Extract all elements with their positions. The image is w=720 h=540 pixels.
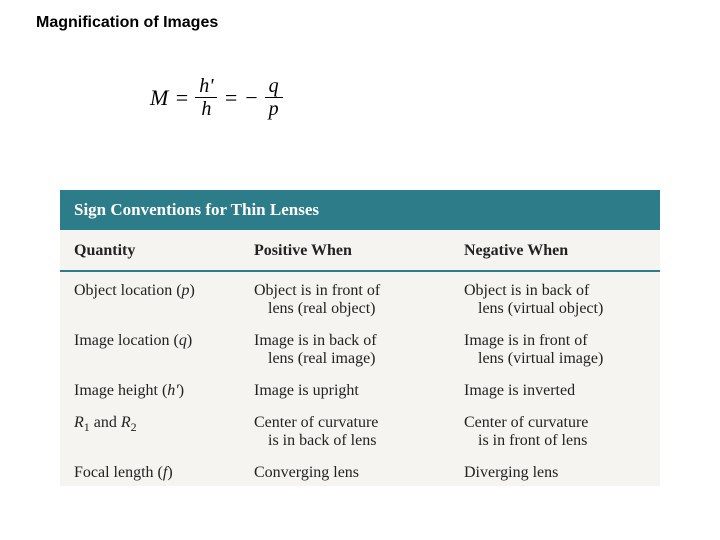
formula-frac1-den: h: [197, 98, 215, 120]
formula-mid: = −: [223, 85, 258, 111]
q-close: ): [167, 464, 172, 481]
page-heading: Magnification of Images: [36, 14, 218, 32]
col-positive: Positive When: [240, 230, 450, 271]
formula-frac2: q p: [265, 75, 283, 120]
q-sym: p: [182, 282, 190, 299]
q-text: Image location (: [74, 332, 179, 349]
q-sym: q: [179, 332, 187, 349]
table-title: Sign Conventions for Thin Lenses: [60, 190, 660, 230]
formula-frac2-num: q: [265, 75, 283, 97]
table-row: R1 and R2 Center of curvatureis in back …: [60, 404, 660, 454]
col-quantity: Quantity: [60, 230, 240, 271]
neg-l2: is in front of lens: [464, 432, 646, 450]
q-close: ): [187, 332, 192, 349]
pos-l1: Object is in front of: [254, 282, 380, 299]
pos-l2: lens (real image): [254, 350, 436, 368]
q-r1r2: R1 and R2: [60, 404, 240, 454]
formula-frac2-den: p: [265, 98, 283, 120]
table-row: Object location (p) Object is in front o…: [60, 271, 660, 322]
pos-l1: Image is upright: [254, 382, 359, 399]
pos-l1: Converging lens: [254, 464, 359, 481]
table-row: Image height (h′) Image is upright Image…: [60, 372, 660, 404]
magnification-formula: M = h' h = − q p: [150, 75, 283, 120]
sign-conventions-table: Sign Conventions for Thin Lenses Quantit…: [60, 190, 660, 486]
q-text: Object location (: [74, 282, 182, 299]
table-row: Focal length (f) Converging lens Divergi…: [60, 454, 660, 486]
table-body: Object location (p) Object is in front o…: [60, 271, 660, 486]
q-close: ): [179, 382, 184, 399]
neg-l1: Image is in front of: [464, 332, 588, 349]
pos-l2: is in back of lens: [254, 432, 436, 450]
col-negative: Negative When: [450, 230, 660, 271]
conventions-table: Quantity Positive When Negative When Obj…: [60, 230, 660, 486]
neg-l1: Object is in back of: [464, 282, 589, 299]
neg-l1: Image is inverted: [464, 382, 575, 399]
q-text: Image height (: [74, 382, 167, 399]
neg-l2: lens (virtual object): [464, 300, 646, 318]
pos-l1: Image is in back of: [254, 332, 377, 349]
q-close: ): [190, 282, 195, 299]
table-row: Image location (q) Image is in back ofle…: [60, 322, 660, 372]
formula-lhs: M: [150, 85, 168, 111]
neg-l2: lens (virtual image): [464, 350, 646, 368]
neg-l1: Center of curvature: [464, 414, 588, 431]
formula-eq1: =: [174, 85, 189, 111]
pos-l1: Center of curvature: [254, 414, 378, 431]
q-text: Focal length (: [74, 464, 163, 481]
formula-frac1-num: h': [195, 75, 217, 97]
pos-l2: lens (real object): [254, 300, 436, 318]
q-sym: h′: [167, 382, 179, 399]
neg-l1: Diverging lens: [464, 464, 558, 481]
table-header-row: Quantity Positive When Negative When: [60, 230, 660, 271]
formula-frac1: h' h: [195, 75, 217, 120]
